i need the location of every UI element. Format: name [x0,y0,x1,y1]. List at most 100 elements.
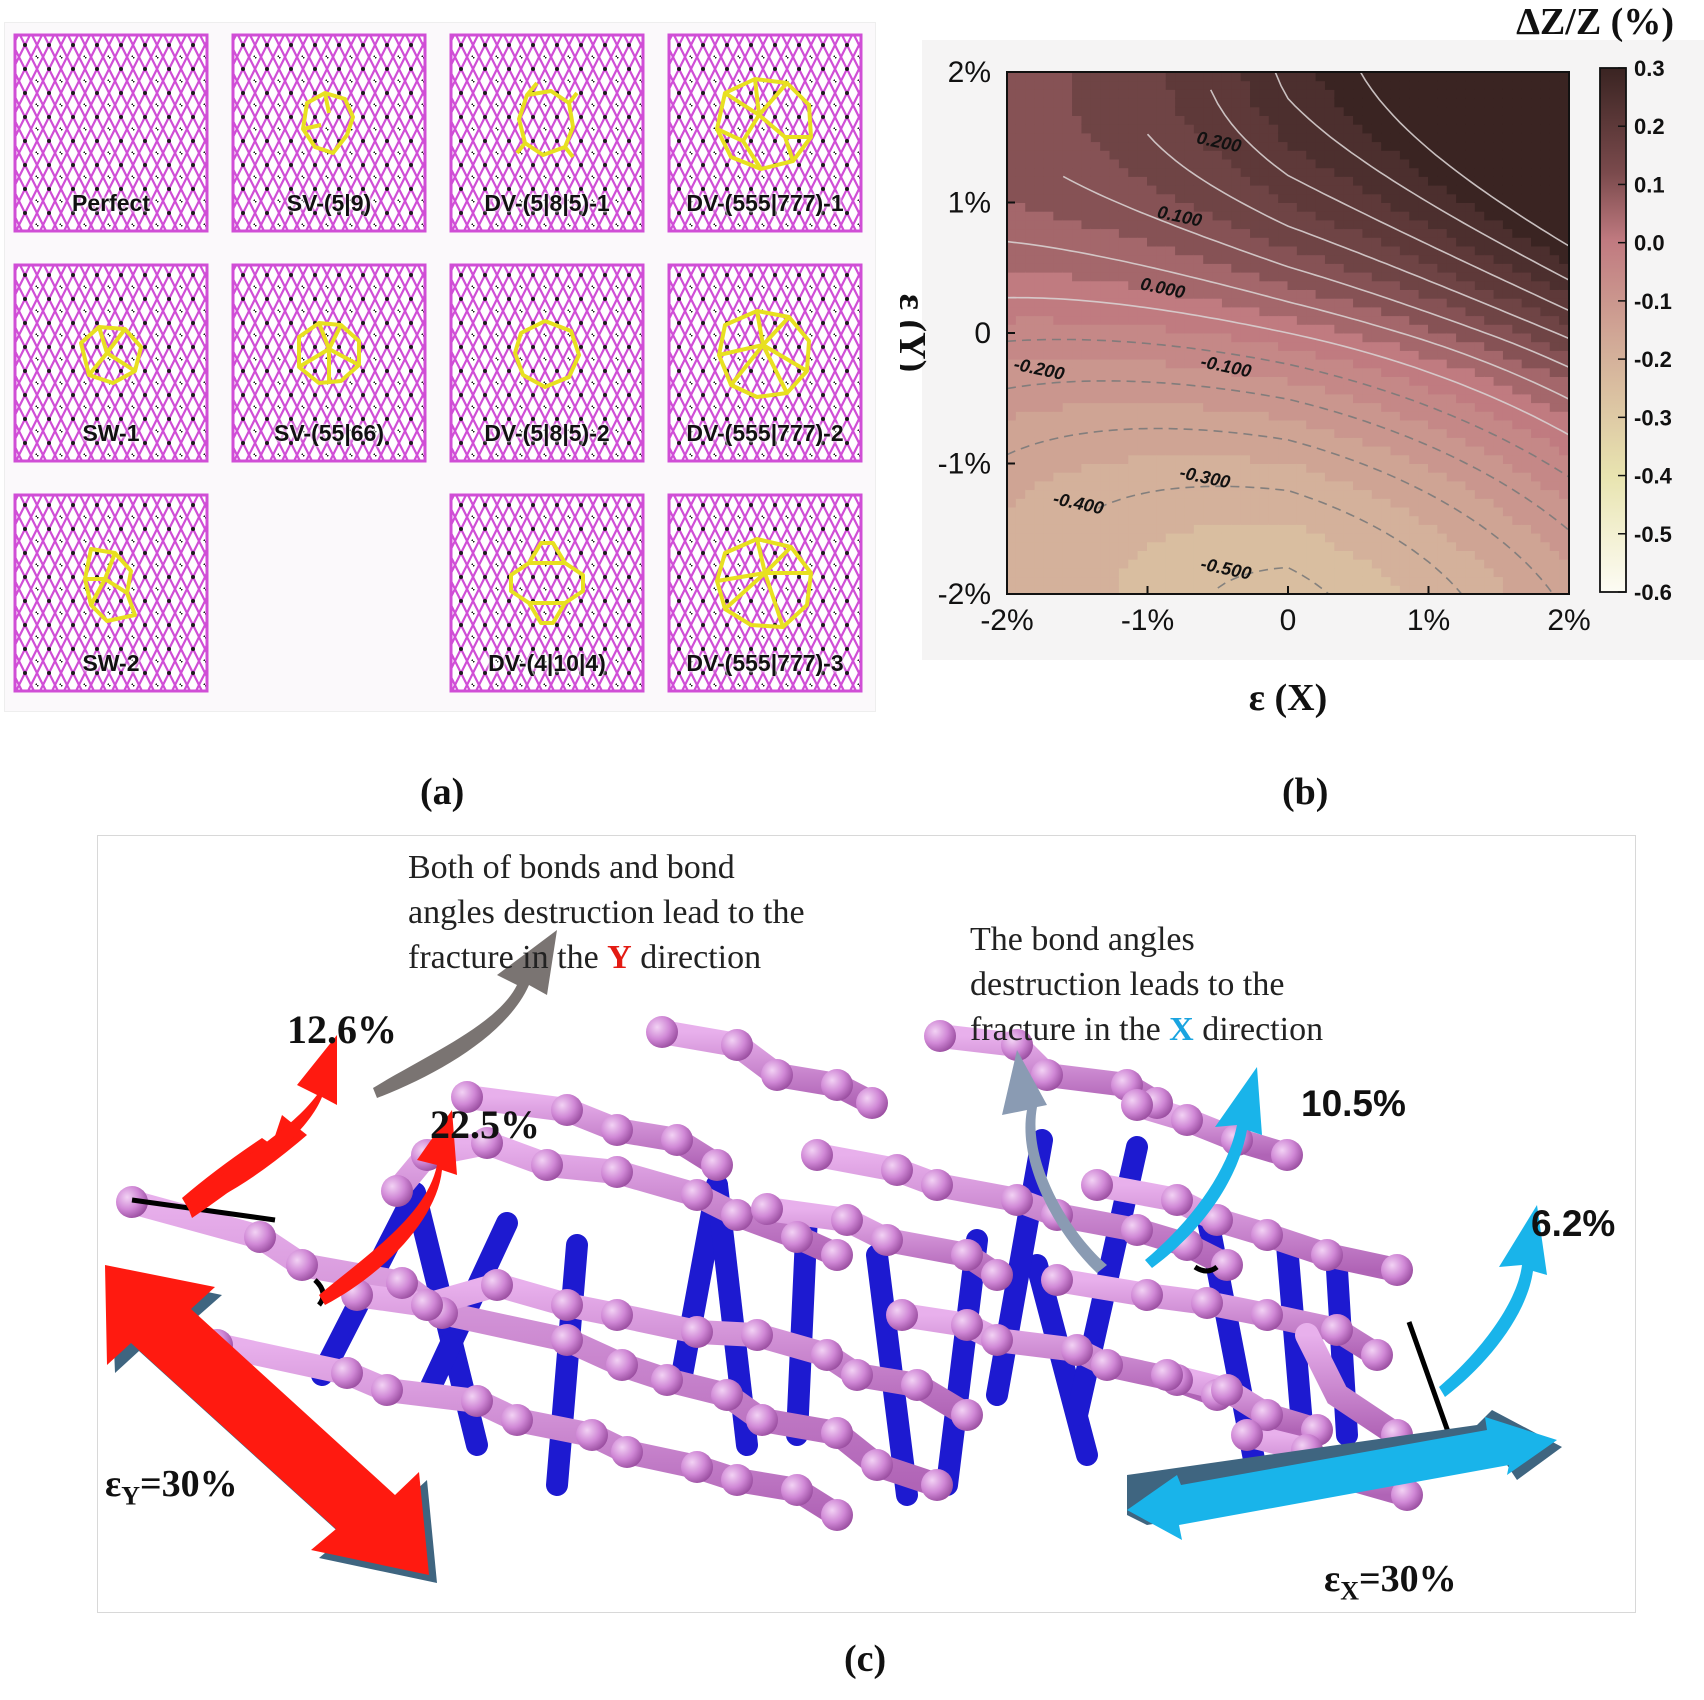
atom [781,1474,813,1506]
atom [451,1081,483,1113]
atom [601,1299,633,1331]
panel-b-label: (b) [1282,771,1329,813]
defect-tile: SW-2 [13,493,209,693]
arrow-slate-x [1002,1050,1107,1273]
colorbar-tick-label: -0.3 [1634,405,1672,430]
defect-tile-label: SW-2 [82,650,140,676]
defect-tile: SV-(55|66) [231,263,427,463]
atom [606,1349,638,1381]
strain-x-eps: ε [1324,1558,1341,1600]
note-x-line3: fracture in the X direction [970,1007,1410,1052]
lattice-image [667,33,863,233]
atom [711,1379,743,1411]
atom [761,1059,793,1091]
atom [381,1175,413,1207]
pct-10-5: 10.5% [1301,1083,1406,1124]
pct-6-2: 6.2% [1531,1203,1616,1244]
lattice-image [667,263,863,463]
atom [646,1016,678,1048]
atom [1211,1249,1243,1281]
atom [1151,1359,1183,1391]
atom [721,1464,753,1496]
note-x-line1: The bond angles [970,921,1195,958]
atom [981,1324,1013,1356]
atom [1001,1029,1033,1061]
atom [821,1417,853,1449]
defect-tile-label: SV-(55|66) [274,420,384,446]
atom [811,1339,843,1371]
colorbar-tick-label: 0.2 [1634,114,1665,139]
fracture-structure-svg [105,930,1562,1583]
fractured-bond-markers [131,1197,1455,1444]
atom [831,1204,863,1236]
atom [924,1020,956,1052]
defect-tile-label: DV-(555|777)-2 [686,420,844,446]
x-axis-label: ε (X) [1249,677,1328,719]
atom [576,1419,608,1451]
atom [1191,1287,1223,1319]
lattice-image [667,493,863,693]
defect-tile-label: DV-(5|8|5)-2 [484,420,610,446]
atom [1001,1184,1033,1216]
x-tick-label: -2% [980,604,1033,637]
atom [1041,1264,1073,1296]
atom [821,1239,853,1271]
atom [1251,1219,1283,1251]
note-y-line3: fracture in the Y direction [408,935,888,980]
strain-x-val: =30% [1359,1558,1457,1600]
lattice-image [449,493,645,693]
pct-12-6: 12.6% [287,1007,397,1052]
atom [901,1369,933,1401]
atom [881,1154,913,1186]
atom [856,1087,888,1119]
atom [481,1269,513,1301]
contour-lines [1007,72,1569,594]
atom [1251,1299,1283,1331]
panel-a-label: (a) [420,771,465,813]
defect-tile-label: DV-(5|8|5)-1 [484,190,610,216]
atom [531,1149,563,1181]
x-tick-labels: -2% -1% 0 1% 2% [980,586,1591,637]
atom [801,1139,833,1171]
panel-a-defect-gallery: Perfect SV-(5|9) DV-(5|8|5)-1 DV-(555|777)-… [4,22,876,712]
atom [461,1385,493,1417]
x-tick-label: -1% [1121,604,1174,637]
atom [601,1156,633,1188]
defect-tile: DV-(5|8|5)-2 [449,263,645,463]
colorbar-tick-label: 0.0 [1634,231,1665,256]
note-y-line2: angles destruction lead to the [408,894,805,931]
lattice-image [231,263,427,463]
atom [841,1359,873,1391]
lattice-image [13,493,209,693]
atom [1311,1239,1343,1271]
atom [681,1179,713,1211]
atom [861,1449,893,1481]
x-tick-label: 1% [1407,604,1450,637]
note-x-line3-pre: fracture in the [970,1011,1170,1048]
lattice-image [13,263,209,463]
defect-tile: DV-(5|8|5)-1 [449,33,645,233]
lattice-image [449,263,645,463]
atom [1381,1254,1413,1286]
defect-tile-label: DV-(555|777)-3 [686,650,844,676]
atom [601,1114,633,1146]
atom [331,1357,363,1389]
atom [681,1451,713,1483]
strain-x-sub: X [1340,1576,1360,1606]
y-axis-label: ε (Y) [900,294,933,373]
atom [611,1436,643,1468]
atom [1121,1089,1153,1121]
atom [1251,1399,1283,1431]
strain-y-label: εY=30% [105,1462,238,1512]
strain-y-sub: Y [121,1481,141,1511]
colorbar-tick-label: -0.5 [1634,522,1672,547]
defect-tile-label: Perfect [72,190,150,216]
note-x-line3-post: direction [1193,1011,1324,1048]
strain-arrow-x [1127,1410,1562,1540]
colorbar-tick-label: -0.1 [1634,289,1672,314]
strain-y-eps: ε [105,1463,122,1505]
y-tick-label: 2% [948,56,991,89]
defect-tile-label: SW-1 [82,420,140,446]
atom [386,1267,418,1299]
x-tick-label: 0 [1280,604,1297,637]
